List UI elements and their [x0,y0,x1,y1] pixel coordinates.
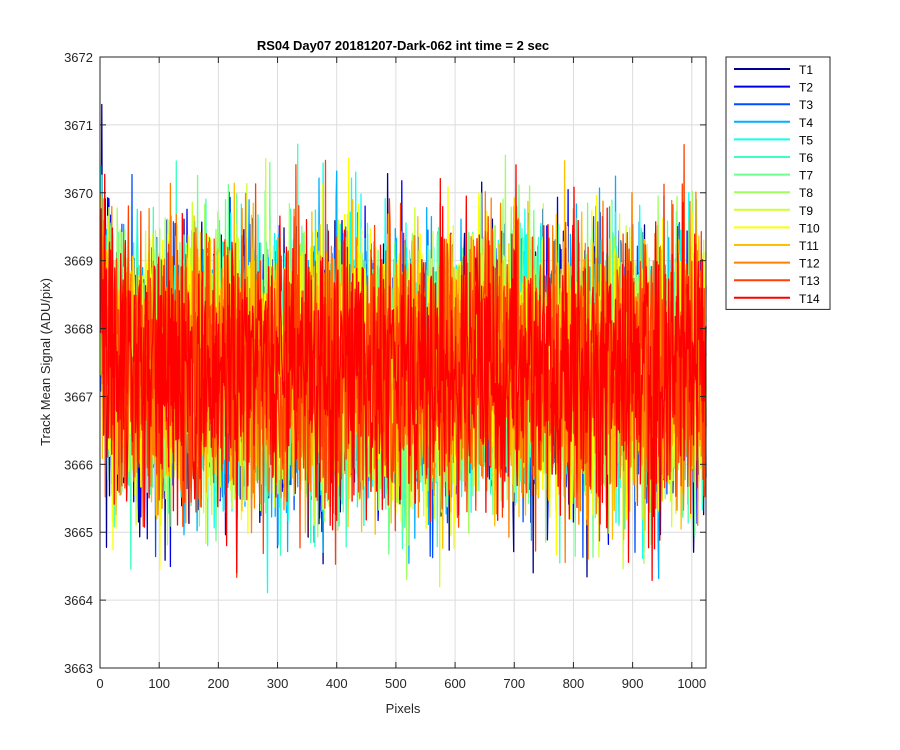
legend-label: T2 [799,81,813,95]
legend: T1 T2 T3 T4 T5 T6 T7 T8 T9 T10 T11 T12 T13 T14 [725,56,831,310]
y-tick-label: 3670 [64,186,93,201]
legend-label: T14 [799,292,820,306]
legend-label: T11 [799,239,819,253]
y-tick-label: 3669 [64,254,93,269]
y-tick-label: 3663 [64,661,93,676]
series-group [99,103,707,594]
legend-label: T8 [799,186,813,200]
chart-title: RS04 Day07 20181207-Dark-062 int time = … [257,38,549,53]
x-tick-label: 300 [267,676,289,691]
legend-label: T3 [799,98,813,112]
series-line-T14 [99,164,707,582]
plot-frame [99,56,707,669]
x-tick-label: 700 [503,676,525,691]
legend-label: T6 [799,151,813,165]
y-tick-label: 3672 [64,50,93,65]
x-axis-label: Pixels [386,701,421,716]
y-tick-label: 3666 [64,457,93,472]
y-tick-label: 3671 [64,118,93,133]
y-tick-label: 3668 [64,322,93,337]
x-tick-label: 600 [444,676,466,691]
y-tick-label: 3665 [64,525,93,540]
x-tick-label: 200 [208,676,230,691]
legend-label: T12 [799,257,820,271]
x-tick-label: 100 [148,676,170,691]
legend-label: T4 [799,116,813,130]
x-tick-label: 500 [385,676,407,691]
legend-label: T7 [799,169,813,183]
legend-label: T1 [799,63,813,77]
legend-label: T10 [799,221,820,235]
y-tick-label: 3664 [64,593,93,608]
legend-label: T9 [799,204,813,218]
x-tick-label: 900 [622,676,644,691]
y-axis-label: Track Mean Signal (ADU/pix) [38,278,53,446]
y-tick-label: 3667 [64,389,93,404]
x-tick-label: 0 [96,676,103,691]
legend-label: T5 [799,133,813,147]
axis-ticks: 0 100 200 300 400 500 600 700 800 900 1000 3663 3664… [64,50,706,691]
legend-box [725,56,831,310]
x-tick-label: 400 [326,676,348,691]
x-tick-label: 800 [563,676,585,691]
legend-label: T13 [799,274,820,288]
x-tick-label: 1000 [677,676,706,691]
